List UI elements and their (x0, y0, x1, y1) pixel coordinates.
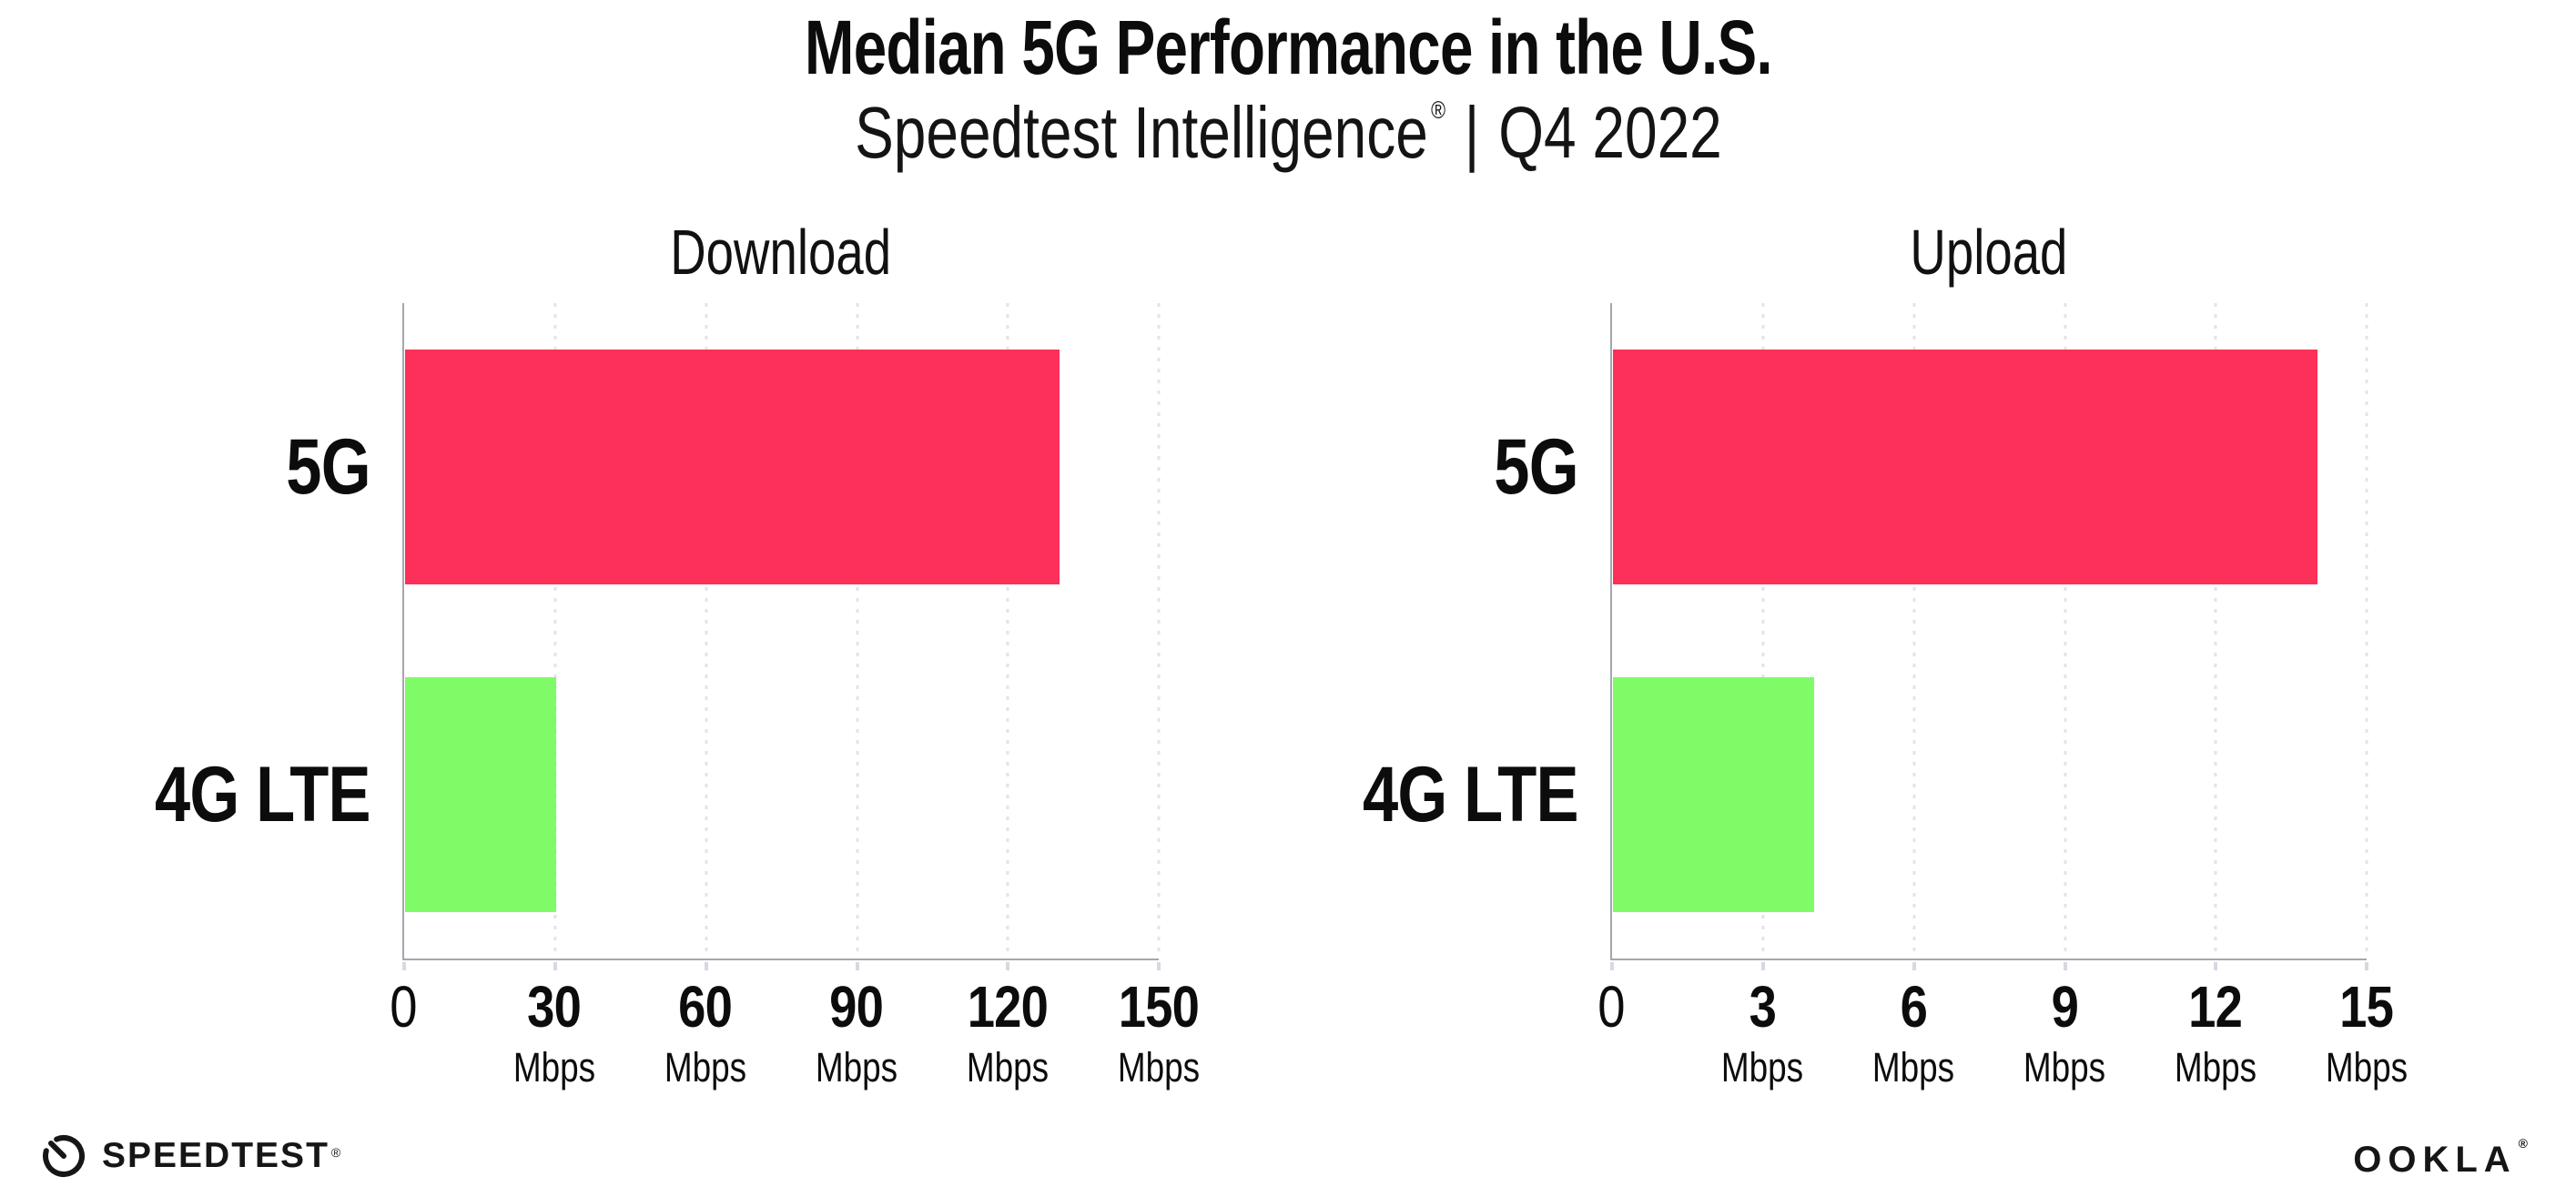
tick-number: 0 (1597, 974, 1625, 1040)
gridline-6 (1912, 303, 1916, 959)
tick-unit-label: Mbps (664, 1044, 747, 1090)
chart-upload: Upload 5G 4G LTE 0 3 Mbps 6 Mbps 9 Mbps 12 Mbps 15… (1263, 216, 2408, 1090)
speedtest-logo: SPEEDTEST ® (40, 1132, 340, 1180)
tick-mark-15 (2365, 962, 2368, 970)
gridline-90 (856, 303, 859, 959)
tick-number: 150 (1118, 974, 1200, 1040)
x-tick-label-120: 120 Mbps (958, 973, 1058, 1091)
gridline-150 (1157, 303, 1161, 959)
tick-unit-label: Mbps (1117, 1044, 1201, 1090)
tick-mark-120 (1006, 962, 1010, 970)
x-tick-label-6: 6 Mbps (1863, 973, 1963, 1091)
tick-number: 3 (1749, 974, 1776, 1040)
tick-number: 120 (967, 974, 1049, 1040)
gridline-30 (553, 303, 557, 959)
x-tick-label-150: 150 Mbps (1109, 973, 1209, 1091)
x-tick-label-0: 0 (388, 973, 420, 1040)
speedtest-wordmark: SPEEDTEST (102, 1136, 330, 1175)
speedtest-gauge-icon (43, 1135, 85, 1177)
tick-unit-label: Mbps (2023, 1044, 2106, 1090)
tick-number: 90 (829, 974, 885, 1040)
chart-title-upload: Upload (1910, 217, 2068, 288)
tick-unit-label: Mbps (2174, 1044, 2257, 1090)
page-title: Median 5G Performance in the U.S. (0, 4, 2576, 92)
tick-mark-12 (2214, 962, 2218, 970)
tick-number: 60 (678, 974, 734, 1040)
tick-mark-0 (402, 962, 407, 970)
x-tick-label-90: 90 Mbps (806, 973, 907, 1091)
tick-mark-90 (855, 962, 859, 970)
x-tick-label-9: 9 Mbps (2014, 973, 2115, 1091)
tick-mark-150 (1157, 962, 1161, 970)
speedtest-registered-mark: ® (330, 1145, 341, 1160)
tick-mark-60 (704, 962, 708, 970)
category-label-4g-lte: 4G LTE (154, 750, 371, 838)
bar-4g-lte (405, 677, 557, 912)
tick-unit-label: Mbps (815, 1044, 898, 1090)
gauge-needle (48, 1141, 66, 1159)
page-title-text: Median 5G Performance in the U.S. (804, 5, 1773, 90)
y-axis-labels: 5G 4G LTE (55, 303, 402, 959)
registered-trademark-mark: ® (1430, 96, 1445, 124)
category-label-5g: 5G (285, 422, 370, 511)
tick-unit-label: Mbps (1871, 1044, 1955, 1090)
x-tick-label-30: 30 Mbps (504, 973, 604, 1091)
tick-unit-label: Mbps (1720, 1044, 1804, 1090)
x-tick-label-0: 0 (1596, 973, 1628, 1040)
subtitle-brand: Speedtest Intelligence (854, 92, 1428, 173)
bar-5g (405, 350, 1060, 584)
chart-download: Download 5G 4G LTE 0 30 Mbps 60 Mbps 90 Mbps 120… (55, 216, 1200, 1090)
gridline-60 (705, 303, 708, 959)
tick-unit-label: Mbps (512, 1044, 596, 1090)
x-tick-label-12: 12 Mbps (2165, 973, 2266, 1091)
tick-number: 9 (2051, 974, 2078, 1040)
chart-title-download: Download (670, 217, 892, 288)
tick-mark-30 (553, 962, 558, 970)
gridline-120 (1006, 303, 1009, 959)
tick-mark-0 (1610, 962, 1615, 970)
subtitle-period: Q4 2022 (1497, 92, 1722, 173)
bar-4g-lte (1613, 677, 1815, 912)
tick-number: 12 (2188, 974, 2244, 1040)
gridline-3 (1761, 303, 1765, 959)
tick-mark-9 (2063, 962, 2067, 970)
x-axis-ticks-download: 0 30 Mbps 60 Mbps 90 Mbps 120 Mbps 150 Mbps (390, 973, 1200, 1101)
ookla-wordmark: OOKLA (2353, 1140, 2517, 1180)
tick-number: 6 (1900, 974, 1927, 1040)
gridline-9 (2064, 303, 2067, 959)
bar-5g (1613, 350, 2317, 584)
tick-number: 15 (2339, 974, 2395, 1040)
ookla-logo: OOKLA ® (2353, 1136, 2534, 1181)
x-axis-ticks-upload: 0 3 Mbps 6 Mbps 9 Mbps 12 Mbps 15 Mbps (1597, 973, 2408, 1101)
tick-mark-3 (1761, 962, 1766, 970)
tick-number: 0 (390, 974, 417, 1040)
x-tick-label-60: 60 Mbps (655, 973, 756, 1091)
category-label-5g: 5G (1493, 422, 1578, 511)
tick-mark-6 (1912, 962, 1916, 970)
ookla-registered-mark: ® (2518, 1136, 2534, 1151)
plot-area-upload (1610, 303, 2368, 970)
tick-number: 30 (527, 974, 583, 1040)
page-subtitle: Speedtest Intelligence ® | Q4 2022 (0, 91, 2576, 175)
plot-area-download (402, 303, 1161, 970)
x-tick-label-3: 3 Mbps (1712, 973, 1812, 1091)
gridline-15 (2365, 303, 2368, 959)
subtitle-divider: | (1464, 92, 1479, 173)
category-label-4g-lte: 4G LTE (1362, 750, 1579, 838)
x-tick-label-15: 15 Mbps (2317, 973, 2417, 1091)
gridline-12 (2214, 303, 2217, 959)
tick-unit-label: Mbps (2325, 1044, 2409, 1090)
tick-unit-label: Mbps (966, 1044, 1050, 1090)
y-axis-labels: 5G 4G LTE (1263, 303, 1610, 959)
